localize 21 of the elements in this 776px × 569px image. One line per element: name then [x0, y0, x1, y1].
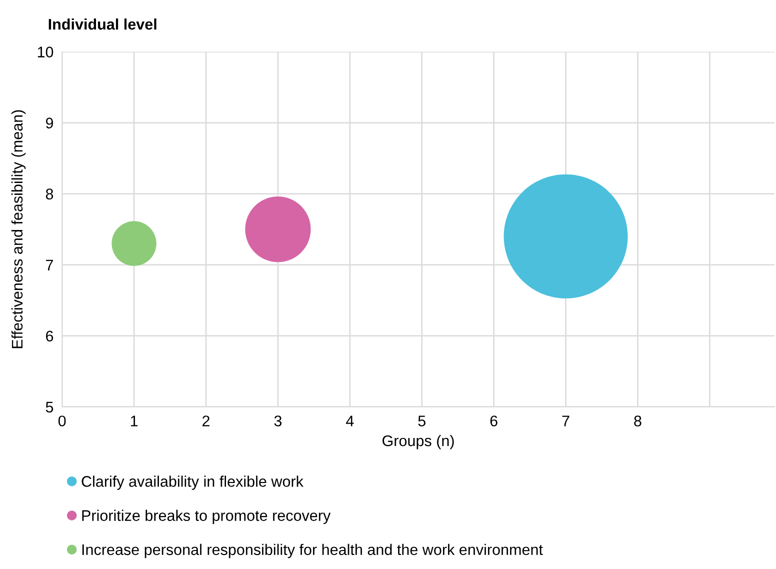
x-tick-label: 3: [274, 416, 282, 426]
x-tick-label: 4: [346, 416, 354, 426]
x-axis-title: Groups (n): [382, 434, 454, 450]
legend-label: Clarify availability in flexible work: [82, 476, 304, 490]
y-tick-label: 9: [46, 118, 54, 128]
legend-label: Increase personal responsibility for health and the work environment: [82, 544, 543, 558]
chart-title: Individual level: [48, 18, 156, 30]
x-tick-label: 5: [418, 416, 426, 426]
x-tick-label: 7: [562, 416, 570, 426]
y-tick-label: 8: [46, 188, 54, 200]
x-tick-label: 8: [634, 416, 642, 426]
y-axis-title: Effectiveness and feasibility (mean): [11, 110, 26, 348]
x-tick-label: 1: [130, 416, 138, 426]
x-tick-label: 6: [490, 416, 498, 426]
y-tick-label: 7: [46, 260, 53, 270]
x-tick-label: 2: [202, 416, 210, 426]
x-tick-label: 0: [58, 416, 66, 426]
y-tick-label: 6: [46, 330, 54, 342]
y-tick-label: 5: [46, 402, 54, 413]
y-tick-label: 10: [38, 46, 54, 58]
legend-label: Prioritize breaks to promote recovery: [82, 510, 331, 524]
